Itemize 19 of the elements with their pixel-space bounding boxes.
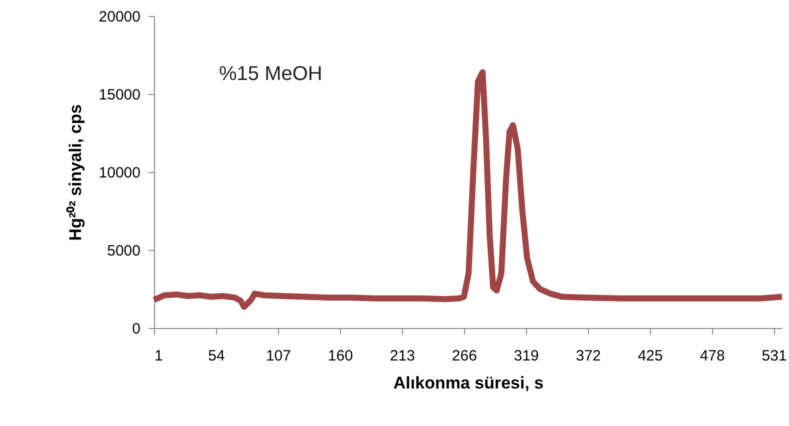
x-tick-label: 425 bbox=[638, 348, 663, 364]
y-tick-label: 0 bbox=[132, 320, 140, 338]
annotation: %15 MeOH bbox=[219, 63, 322, 85]
x-tick-label: 478 bbox=[700, 348, 725, 364]
y-tick-label: 15000 bbox=[98, 86, 140, 104]
x-tick-label: 213 bbox=[390, 348, 415, 364]
x-tick-label: 1 bbox=[154, 348, 163, 364]
y-axis-title: Hg²⁰² sinyali, cps bbox=[66, 104, 85, 241]
x-tick-label: 160 bbox=[328, 348, 353, 364]
y-tick-label: 5000 bbox=[107, 242, 140, 260]
x-tick-label: 372 bbox=[576, 348, 601, 364]
x-tick-label: 531 bbox=[762, 348, 787, 364]
x-tick-label: 107 bbox=[266, 348, 291, 364]
x-axis-title: Alıkonma süresi, s bbox=[393, 374, 544, 392]
y-tick-label: 10000 bbox=[98, 164, 140, 182]
x-tick-label: 319 bbox=[514, 348, 539, 364]
x-tick-label: 266 bbox=[452, 348, 477, 364]
y-tick-label: 20000 bbox=[98, 8, 140, 26]
x-tick-label: 54 bbox=[208, 348, 225, 364]
